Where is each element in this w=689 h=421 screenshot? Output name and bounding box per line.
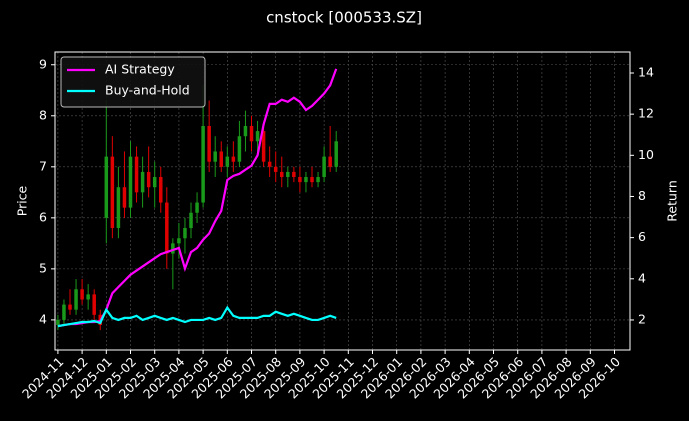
- candle-body: [68, 304, 72, 310]
- candle-body: [159, 177, 163, 203]
- candle-body: [231, 156, 236, 162]
- candle-body: [195, 202, 199, 213]
- candle-body: [273, 166, 278, 172]
- candle-body: [207, 125, 211, 162]
- candle-body: [128, 156, 133, 208]
- candle-body: [140, 171, 145, 193]
- y-axis-label: Price: [15, 185, 30, 216]
- y-tick-label: 7: [39, 158, 47, 173]
- candle-body: [165, 202, 169, 254]
- candle-body: [292, 171, 296, 178]
- plot-frame: [54, 51, 631, 351]
- candle-body: [116, 187, 121, 229]
- candle-body: [237, 136, 242, 162]
- candle-body: [86, 294, 90, 300]
- candle-body: [267, 161, 272, 167]
- y-tick-label: 6: [39, 209, 47, 224]
- candle-body: [243, 125, 248, 137]
- legend-label: AI Strategy: [105, 62, 175, 77]
- candle-body: [171, 243, 175, 254]
- candle-body: [334, 141, 338, 167]
- candle-body: [177, 238, 181, 244]
- candle-body: [213, 151, 217, 162]
- candle-body: [110, 156, 115, 229]
- y2-tick-label: 14: [638, 64, 654, 79]
- candle-body: [104, 156, 109, 218]
- candle-body: [280, 171, 284, 178]
- candle-body: [286, 171, 290, 178]
- candle-body: [183, 228, 187, 239]
- candle-body: [261, 131, 266, 162]
- y-tick-label: 9: [39, 56, 47, 71]
- candle-body: [255, 131, 260, 142]
- candle-body: [146, 171, 151, 188]
- candle-body: [310, 177, 314, 183]
- y-tick-label: 5: [39, 260, 47, 275]
- legend-box: [60, 56, 206, 108]
- y2-tick-label: 6: [638, 229, 646, 244]
- candle-body: [201, 125, 205, 203]
- y2-axis-label: Return: [665, 180, 680, 221]
- candle-body: [219, 151, 224, 167]
- candle-body: [225, 156, 230, 167]
- candle-body: [298, 177, 302, 183]
- candle-body: [322, 156, 326, 178]
- y2-tick-label: 8: [638, 188, 646, 203]
- candle-body: [328, 156, 332, 167]
- candle-body: [189, 212, 193, 229]
- candle-body: [122, 187, 127, 208]
- legend-label: Buy-and-Hold: [105, 83, 190, 98]
- candle-body: [152, 177, 157, 188]
- chart-title: cnstock [000533.SZ]: [266, 9, 422, 27]
- candle-body: [74, 289, 78, 310]
- candle-body: [92, 294, 96, 315]
- candle-body: [134, 156, 139, 193]
- candle-body: [249, 125, 254, 142]
- candle-body: [80, 289, 84, 300]
- y2-tick-label: 2: [638, 311, 646, 326]
- y2-tick-label: 4: [638, 270, 646, 285]
- y-tick-label: 4: [39, 311, 47, 326]
- y-tick-label: 8: [39, 107, 47, 122]
- y2-tick-label: 12: [638, 106, 654, 121]
- candle-body: [62, 304, 66, 320]
- series-line: [57, 305, 337, 328]
- y2-tick-label: 10: [638, 147, 654, 162]
- candle-body: [56, 319, 60, 325]
- candle-body: [304, 177, 308, 183]
- candle-body: [316, 177, 320, 183]
